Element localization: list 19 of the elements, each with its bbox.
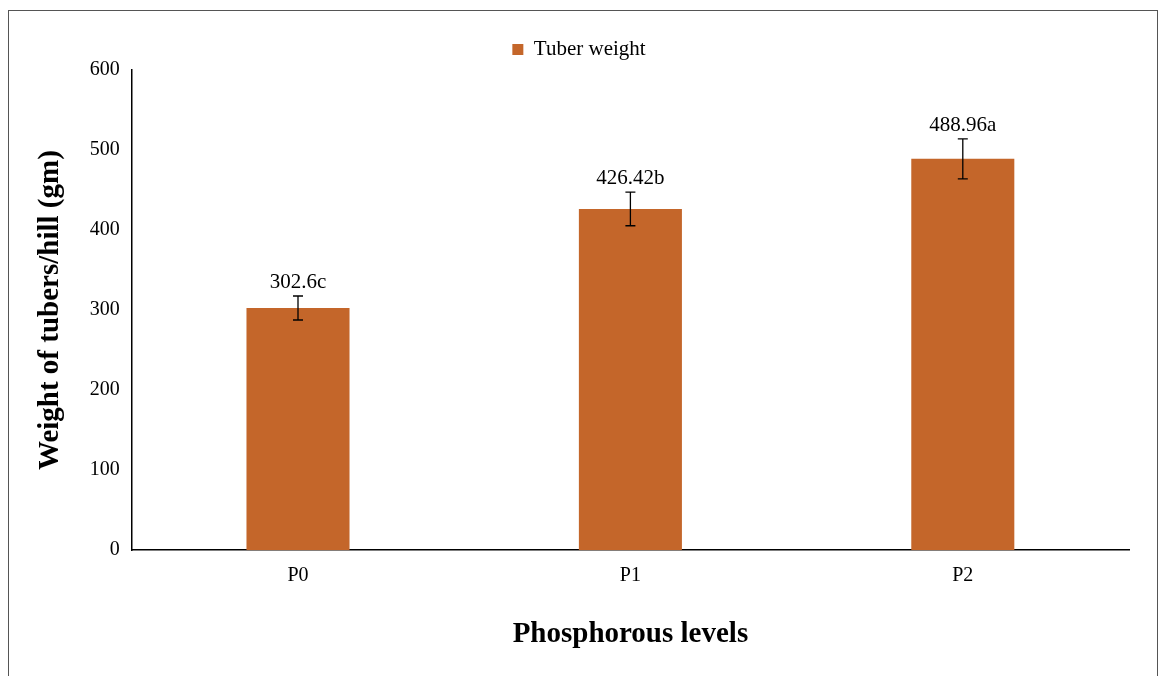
- data-label: 426.42b: [596, 165, 665, 190]
- x-tick-label: P0: [287, 563, 309, 586]
- y-tick-label: 600: [89, 57, 120, 80]
- bar: [246, 308, 350, 551]
- y-tick-label: 400: [89, 217, 120, 240]
- y-tick-label: 500: [89, 137, 120, 160]
- x-tick-label: P1: [619, 563, 641, 586]
- bar: [578, 208, 682, 551]
- data-label: 302.6c: [269, 269, 327, 294]
- y-tick-label: 300: [89, 297, 120, 320]
- x-tick-label: P2: [952, 563, 974, 586]
- legend-label: Tuber weight: [533, 36, 646, 61]
- data-label: 488.96a: [929, 111, 998, 136]
- y-tick-label: 100: [89, 457, 120, 480]
- bar: [911, 158, 1015, 551]
- y-axis-title: Weight of tubers/hill (gm): [31, 150, 65, 470]
- y-tick-label: 0: [109, 537, 120, 560]
- y-tick-label: 200: [89, 377, 120, 400]
- x-axis-title: Phosphorous levels: [512, 616, 749, 649]
